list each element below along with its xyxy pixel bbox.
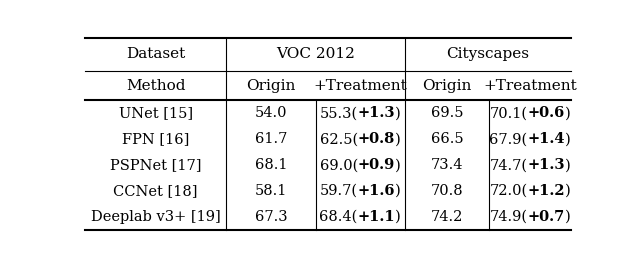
- Text: 54.0: 54.0: [255, 106, 287, 120]
- Text: ): ): [565, 184, 571, 198]
- Text: +1.6: +1.6: [358, 184, 395, 198]
- Text: Cityscapes: Cityscapes: [447, 47, 529, 61]
- Text: ): ): [565, 106, 571, 120]
- Text: +0.7: +0.7: [527, 210, 565, 224]
- Text: ): ): [395, 132, 401, 146]
- Text: 69.5: 69.5: [431, 106, 463, 120]
- Text: 68.4(: 68.4(: [319, 210, 358, 224]
- Text: Origin: Origin: [246, 79, 296, 93]
- Text: 59.7(: 59.7(: [319, 184, 358, 198]
- Text: ): ): [395, 158, 401, 172]
- Text: 68.1: 68.1: [255, 158, 287, 172]
- Text: 74.2: 74.2: [431, 210, 463, 224]
- Text: Deeplab v3+ [19]: Deeplab v3+ [19]: [91, 210, 221, 224]
- Text: 73.4: 73.4: [431, 158, 463, 172]
- Text: +1.2: +1.2: [527, 184, 565, 198]
- Text: +0.6: +0.6: [527, 106, 565, 120]
- Text: +1.4: +1.4: [527, 132, 565, 146]
- Text: 74.7(: 74.7(: [490, 158, 527, 172]
- Text: Origin: Origin: [422, 79, 472, 93]
- Text: ): ): [396, 210, 401, 224]
- Text: Method: Method: [126, 79, 186, 93]
- Text: 62.5(: 62.5(: [319, 132, 358, 146]
- Text: VOC 2012: VOC 2012: [276, 47, 355, 61]
- Text: 74.9(: 74.9(: [490, 210, 527, 224]
- Text: 58.1: 58.1: [255, 184, 287, 198]
- Text: 69.0(: 69.0(: [319, 158, 358, 172]
- Text: Dataset: Dataset: [126, 47, 185, 61]
- Text: ): ): [565, 158, 571, 172]
- Text: FPN [16]: FPN [16]: [122, 132, 189, 146]
- Text: 70.1(: 70.1(: [490, 106, 527, 120]
- Text: 72.0(: 72.0(: [490, 184, 527, 198]
- Text: 61.7: 61.7: [255, 132, 287, 146]
- Text: +0.8: +0.8: [358, 132, 395, 146]
- Text: 67.3: 67.3: [255, 210, 287, 224]
- Text: UNet [15]: UNet [15]: [118, 106, 193, 120]
- Text: ): ): [395, 184, 401, 198]
- Text: CCNet [18]: CCNet [18]: [113, 184, 198, 198]
- Text: +1.3: +1.3: [527, 158, 565, 172]
- Text: 66.5: 66.5: [431, 132, 463, 146]
- Text: +1.3: +1.3: [358, 106, 395, 120]
- Text: ): ): [565, 210, 571, 224]
- Text: +0.9: +0.9: [358, 158, 395, 172]
- Text: 70.8: 70.8: [431, 184, 463, 198]
- Text: ): ): [565, 132, 571, 146]
- Text: PSPNet [17]: PSPNet [17]: [110, 158, 202, 172]
- Text: ): ): [395, 106, 401, 120]
- Text: 55.3(: 55.3(: [319, 106, 358, 120]
- Text: +Treatment: +Treatment: [314, 79, 407, 93]
- Text: +1.1: +1.1: [358, 210, 396, 224]
- Text: 67.9(: 67.9(: [490, 132, 527, 146]
- Text: +Treatment: +Treatment: [483, 79, 577, 93]
